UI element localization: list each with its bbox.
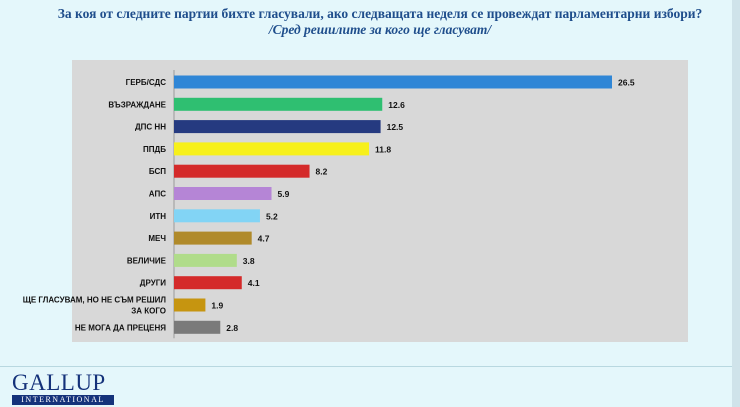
category-label: ВЪЗРАЖДАНЕ (108, 100, 166, 109)
bar (174, 276, 242, 290)
category-label: МЕЧ (148, 234, 166, 243)
bar (174, 164, 310, 178)
chart-title: За коя от следните партии бихте гласувал… (57, 6, 703, 21)
chart-subtitle: /Сред решилите за кого ще гласуват/ (268, 22, 492, 37)
data-label: 12.6 (388, 100, 405, 110)
category-label: АПС (149, 190, 166, 199)
logo-main-text: GALLUP (12, 370, 106, 395)
logo-sub-text: INTERNATIONAL (12, 395, 114, 405)
data-label: 26.5 (618, 78, 635, 88)
data-label: 8.2 (316, 167, 328, 177)
data-label: 3.8 (243, 256, 255, 266)
category-label: НЕ МОГА ДА ПРЕЦЕНЯ (75, 323, 166, 332)
bar (174, 187, 272, 200)
data-label: 4.7 (258, 234, 270, 244)
data-label: 4.1 (248, 278, 260, 288)
data-label: 12.5 (387, 122, 404, 132)
data-label: 2.8 (226, 323, 238, 333)
bar (174, 298, 206, 312)
data-label: 5.9 (278, 189, 290, 199)
category-label: ГЕРБ/СДС (126, 78, 167, 87)
bar (174, 142, 370, 156)
data-label: 11.8 (375, 144, 391, 154)
bar (174, 320, 221, 334)
bar (174, 231, 252, 245)
bar (174, 75, 612, 89)
category-label: ЩЕ ГЛАСУВАМ, НО НЕ СЪМ РЕШИЛ (23, 296, 167, 305)
bar (174, 120, 381, 134)
bar (174, 97, 383, 111)
category-label: ДПС НН (135, 123, 166, 132)
right-border (732, 0, 740, 407)
bar (174, 253, 237, 267)
category-label: БСП (149, 167, 166, 176)
footer-divider (0, 366, 732, 367)
data-label: 5.2 (266, 211, 278, 221)
gallup-logo: GALLUP INTERNATIONAL (12, 370, 114, 405)
category-label: ЗА КОГО (131, 307, 166, 316)
category-label: ДРУГИ (140, 279, 166, 288)
category-label: ППДБ (143, 145, 166, 154)
data-label: 1.9 (211, 301, 223, 311)
category-label: ВЕЛИЧИЕ (127, 256, 167, 265)
category-label: ИТН (150, 212, 167, 221)
bar (174, 209, 260, 223)
